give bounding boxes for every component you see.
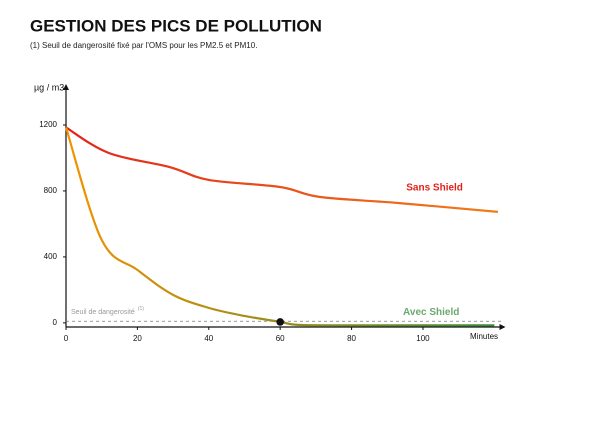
y-tick-label: 800 [44,186,58,195]
series-line [64,127,495,327]
y-tick-label: 1200 [39,120,57,129]
x-tick-label: 40 [204,334,213,343]
y-tick-label: 400 [44,252,58,261]
x-axis-label: Minutes [470,332,498,341]
y-axis-arrow [63,84,69,90]
x-tick-label: 80 [347,334,356,343]
x-tick-label: 100 [416,334,430,343]
y-tick-label: 0 [53,318,58,327]
highlight-point [276,318,284,326]
chart-subtitle: (1) Seuil de dangerosité fixé par l'OMS … [30,41,257,50]
threshold-label: Seuil de dangerosité (1) [71,307,144,317]
y-axis-label: µg / m3 [34,82,64,92]
series-line [65,126,499,213]
x-axis-arrow [499,324,506,330]
chart-title: GESTION DES PICS DE POLLUTION [30,16,322,35]
series-label: Avec Shield [403,307,459,318]
x-tick-label: 20 [133,334,142,343]
threshold-note: (1) [138,307,144,313]
threshold-label-text: Seuil de dangerosité [71,309,135,316]
x-tick-label: 60 [276,334,285,343]
x-tick-label: 0 [64,334,69,343]
series-label: Sans Shield [406,183,463,194]
